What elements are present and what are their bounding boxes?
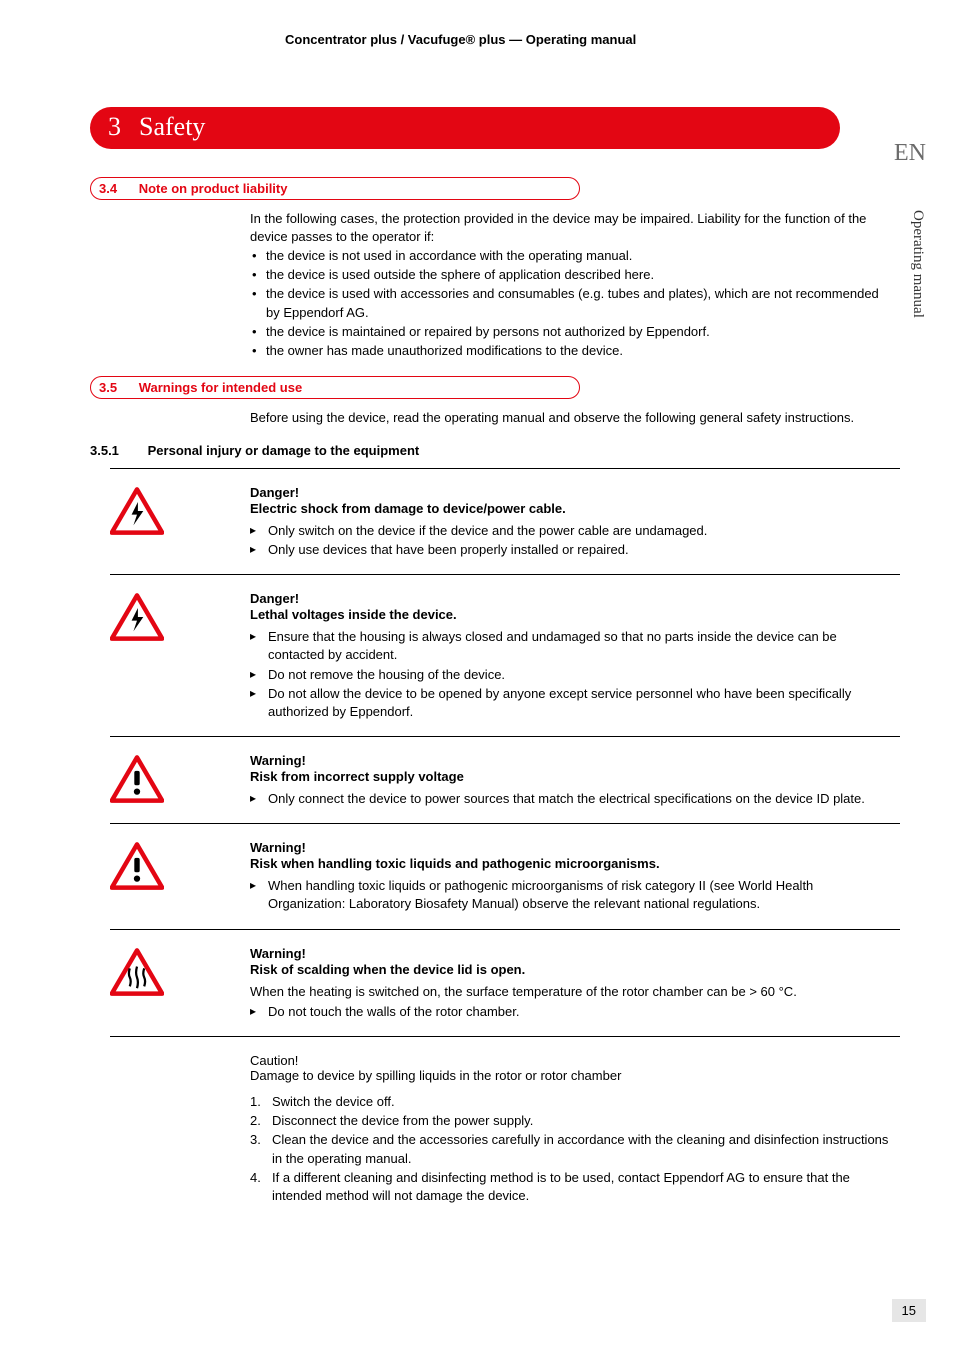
heat-hazard-icon (110, 948, 164, 996)
section-3-4-body: In the following cases, the protection p… (250, 210, 890, 360)
language-badge: EN (894, 140, 926, 167)
bullet-item: the device is maintained or repaired by … (250, 323, 890, 341)
warning-exclaim-icon (110, 842, 164, 890)
warning-item: Only connect the device to power sources… (250, 790, 894, 808)
warning-item: Only switch on the device if the device … (250, 522, 894, 540)
warning-pretext: When the heating is switched on, the sur… (250, 983, 894, 1001)
bullet-item: the device is used with accessories and … (250, 285, 890, 321)
side-manual-label: Operating manual (909, 210, 926, 318)
warning-item: When handling toxic liquids or pathogeni… (250, 877, 894, 913)
divider (110, 468, 900, 469)
chapter-number: 3 (108, 112, 121, 142)
caution-step: Clean the device and the accessories car… (250, 1131, 890, 1167)
warning-content: Warning! Risk of scalding when the devic… (250, 946, 894, 1022)
warning-subtitle: Risk when handling toxic liquids and pat… (250, 856, 894, 871)
warning-level: Danger! (250, 485, 894, 500)
document-header: Concentrator plus / Vacufuge® plus — Ope… (285, 32, 894, 47)
divider (110, 1036, 900, 1037)
warning-content: Warning! Risk from incorrect supply volt… (250, 753, 894, 809)
electric-hazard-icon (110, 487, 164, 535)
warning-item: Do not remove the housing of the device. (250, 666, 894, 684)
divider (110, 736, 900, 737)
section-number: 3.4 (99, 181, 117, 196)
warning-items: Do not touch the walls of the rotor cham… (250, 1003, 894, 1021)
warning-level: Warning! (250, 946, 894, 961)
warning-item: Do not touch the walls of the rotor cham… (250, 1003, 894, 1021)
subsection-number: 3.5.1 (90, 443, 144, 458)
warning-exclaim-icon (110, 755, 164, 803)
warning-content: Warning! Risk when handling toxic liquid… (250, 840, 894, 914)
electric-hazard-icon (110, 593, 164, 641)
bullet-item: the device is not used in accordance wit… (250, 247, 890, 265)
warning-item: Do not allow the device to be opened by … (250, 685, 894, 721)
danger-block-electric-shock: Danger! Electric shock from damage to de… (110, 479, 894, 564)
bullet-item: the device is used outside the sphere of… (250, 266, 890, 284)
divider (110, 823, 900, 824)
subsection-title: Personal injury or damage to the equipme… (148, 443, 420, 458)
warning-item: Ensure that the housing is always closed… (250, 628, 894, 664)
liability-bullets: the device is not used in accordance wit… (250, 247, 890, 360)
caution-subtitle: Damage to device by spilling liquids in … (250, 1068, 890, 1083)
warning-level: Warning! (250, 840, 894, 855)
caution-steps: Switch the device off. Disconnect the de… (250, 1093, 890, 1205)
warning-content: Danger! Electric shock from damage to de… (250, 485, 894, 560)
section-3-4-heading: 3.4 Note on product liability (90, 177, 580, 200)
warning-items: Only connect the device to power sources… (250, 790, 894, 808)
section-title: Warnings for intended use (139, 380, 302, 395)
bullet-item: the owner has made unauthorized modifica… (250, 342, 890, 360)
warning-block-scalding: Warning! Risk of scalding when the devic… (110, 940, 894, 1026)
section-number: 3.5 (99, 380, 117, 395)
warning-subtitle: Risk from incorrect supply voltage (250, 769, 894, 784)
warning-items: When handling toxic liquids or pathogeni… (250, 877, 894, 913)
divider (110, 574, 900, 575)
warning-block-supply-voltage: Warning! Risk from incorrect supply volt… (110, 747, 894, 813)
warning-item: Only use devices that have been properly… (250, 541, 894, 559)
intro-text: Before using the device, read the operat… (250, 409, 890, 427)
caution-step: If a different cleaning and disinfecting… (250, 1169, 890, 1205)
warning-block-toxic-liquids: Warning! Risk when handling toxic liquid… (110, 834, 894, 918)
warning-level: Warning! (250, 753, 894, 768)
page-number: 15 (892, 1299, 926, 1322)
warning-level: Danger! (250, 591, 894, 606)
divider (110, 929, 900, 930)
subsection-3-5-1-heading: 3.5.1 Personal injury or damage to the e… (90, 443, 894, 458)
chapter-bar: 3 Safety (90, 107, 840, 149)
section-3-5-body: Before using the device, read the operat… (250, 409, 890, 427)
warning-content: Danger! Lethal voltages inside the devic… (250, 591, 894, 722)
warning-subtitle: Risk of scalding when the device lid is … (250, 962, 894, 977)
caution-block-spilling: Caution! Damage to device by spilling li… (250, 1047, 890, 1205)
danger-block-lethal-voltage: Danger! Lethal voltages inside the devic… (110, 585, 894, 726)
caution-step: Switch the device off. (250, 1093, 890, 1111)
section-3-5-heading: 3.5 Warnings for intended use (90, 376, 580, 399)
chapter-title: Safety (139, 112, 205, 142)
warning-items: Only switch on the device if the device … (250, 522, 894, 559)
warning-items: Ensure that the housing is always closed… (250, 628, 894, 721)
caution-step: Disconnect the device from the power sup… (250, 1112, 890, 1130)
intro-text: In the following cases, the protection p… (250, 210, 890, 245)
warning-subtitle: Electric shock from damage to device/pow… (250, 501, 894, 516)
caution-level: Caution! (250, 1053, 890, 1068)
warning-subtitle: Lethal voltages inside the device. (250, 607, 894, 622)
section-title: Note on product liability (139, 181, 288, 196)
